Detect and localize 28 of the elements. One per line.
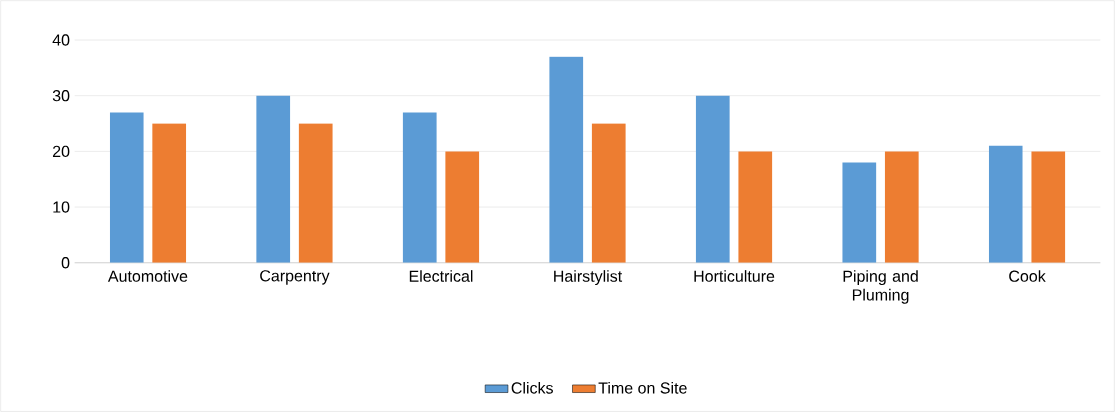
bar	[738, 151, 773, 263]
bar	[445, 151, 480, 263]
bar	[549, 56, 584, 263]
bar	[591, 123, 626, 263]
bar	[152, 123, 187, 263]
x-tick-label: Automotive	[107, 270, 188, 282]
x-tick-label: Carpentry	[260, 270, 330, 285]
x-tick-label: Electrical	[409, 270, 473, 282]
bar	[109, 112, 144, 263]
bar	[988, 145, 1023, 263]
bar	[298, 123, 333, 263]
bar	[1031, 151, 1066, 263]
bar	[402, 112, 437, 263]
legend-label: Clicks	[511, 381, 553, 394]
legend-label: Time on Site	[598, 381, 687, 394]
bar	[256, 95, 291, 263]
y-tick-label: 10	[53, 201, 70, 213]
x-tick-label: Hairstylist	[554, 270, 623, 285]
bar	[695, 95, 730, 263]
bar	[842, 162, 877, 263]
x-tick-label: Piping and Pluming	[843, 270, 918, 304]
y-tick-label: 20	[52, 145, 70, 157]
y-tick-label: 0	[61, 257, 70, 269]
y-tick-label: 30	[52, 89, 70, 102]
x-tick-label: Horticulture	[694, 270, 775, 282]
x-tick-label: Cook	[1009, 270, 1046, 282]
y-tick-label: 40	[52, 34, 70, 46]
bar	[884, 151, 919, 263]
